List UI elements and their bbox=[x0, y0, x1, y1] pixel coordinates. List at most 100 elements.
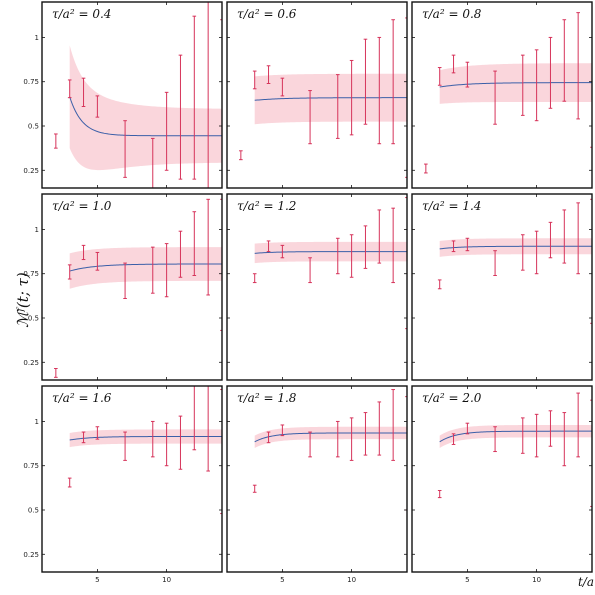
data-point bbox=[207, 2, 209, 188]
y-tick-label: 1 bbox=[35, 34, 39, 42]
data-point bbox=[534, 413, 539, 458]
panel-frame bbox=[226, 1, 408, 189]
data-point bbox=[377, 36, 382, 145]
data-point bbox=[451, 240, 456, 253]
data-point bbox=[164, 91, 169, 171]
fit-curve bbox=[254, 432, 407, 443]
data-point bbox=[123, 431, 127, 461]
data-point bbox=[81, 77, 86, 108]
panel-9: 5 10 τ/a² = 2.0 bbox=[411, 385, 593, 584]
data-point bbox=[465, 237, 470, 252]
y-tick-label: 1 bbox=[35, 226, 39, 234]
data-point bbox=[576, 392, 580, 458]
data-point bbox=[437, 279, 442, 290]
y-tick-label: 0.25 bbox=[23, 359, 39, 367]
panel-title: τ/a² = 0.6 bbox=[237, 7, 297, 21]
data-point bbox=[534, 49, 539, 122]
panel-title: τ/a² = 1.2 bbox=[237, 199, 296, 213]
data-point bbox=[239, 150, 243, 161]
plot-area bbox=[54, 2, 222, 188]
fit-curve bbox=[69, 435, 222, 441]
x-tick-label: 5 bbox=[280, 576, 284, 584]
data-point bbox=[349, 234, 354, 278]
data-point bbox=[562, 19, 567, 102]
y-tick-label: 1 bbox=[35, 418, 39, 426]
data-point bbox=[548, 221, 553, 259]
data-point bbox=[220, 389, 222, 515]
fit-error-band bbox=[254, 73, 407, 125]
data-point bbox=[424, 163, 428, 174]
data-point bbox=[493, 426, 497, 453]
data-point bbox=[192, 386, 197, 451]
data-point bbox=[335, 74, 340, 139]
fit-curve bbox=[254, 97, 407, 101]
fit-error-band bbox=[69, 429, 222, 448]
y-tick-label: 0.5 bbox=[28, 507, 39, 515]
fit-error-band bbox=[69, 45, 222, 171]
data-point bbox=[95, 426, 100, 440]
data-point bbox=[81, 431, 86, 444]
data-point bbox=[562, 412, 567, 467]
fit-curve bbox=[254, 251, 407, 254]
data-point bbox=[150, 246, 155, 294]
data-point bbox=[562, 209, 567, 264]
data-point bbox=[548, 36, 553, 109]
data-point bbox=[437, 67, 442, 86]
panel-title: τ/a² = 0.8 bbox=[422, 7, 482, 21]
data-point bbox=[576, 202, 580, 275]
data-point bbox=[192, 15, 197, 180]
x-tick-label: 10 bbox=[347, 576, 356, 584]
data-point bbox=[95, 251, 100, 271]
data-point bbox=[363, 225, 368, 269]
data-point bbox=[520, 234, 525, 271]
data-point bbox=[178, 415, 183, 470]
y-tick-label: 0.5 bbox=[28, 315, 39, 323]
data-point bbox=[67, 477, 72, 488]
data-point bbox=[424, 577, 428, 584]
panel-frame bbox=[41, 1, 223, 189]
fit-error-band bbox=[439, 424, 592, 448]
panel-title: τ/a² = 2.0 bbox=[422, 391, 482, 405]
data-point bbox=[150, 420, 155, 458]
data-point bbox=[349, 417, 354, 461]
panel-2: τ/a² = 0.6 bbox=[226, 1, 408, 189]
fit-curve bbox=[69, 263, 222, 272]
data-point bbox=[576, 12, 580, 120]
y-tick-label: 0.75 bbox=[23, 78, 39, 86]
data-point bbox=[252, 70, 257, 90]
data-point bbox=[391, 389, 395, 461]
fit-error-band bbox=[439, 238, 592, 257]
data-point bbox=[266, 431, 271, 444]
y-tick-label: 0.25 bbox=[23, 551, 39, 559]
data-point bbox=[451, 54, 456, 74]
data-point bbox=[206, 386, 210, 472]
plot-area bbox=[437, 198, 592, 324]
y-tick-label: 0.75 bbox=[23, 462, 39, 470]
data-point bbox=[363, 38, 368, 125]
data-point bbox=[54, 367, 58, 378]
data-point bbox=[239, 576, 243, 583]
data-point bbox=[54, 576, 58, 583]
fit-error-band bbox=[254, 241, 407, 264]
data-point bbox=[178, 230, 183, 278]
data-point bbox=[123, 262, 127, 300]
data-point bbox=[81, 244, 86, 261]
data-point bbox=[391, 207, 395, 284]
data-point bbox=[280, 424, 285, 437]
data-point bbox=[280, 244, 285, 259]
plot-area bbox=[424, 2, 592, 174]
panel-frame bbox=[226, 385, 408, 573]
data-point bbox=[493, 250, 497, 276]
plot-area bbox=[54, 198, 222, 378]
data-point bbox=[252, 484, 257, 493]
data-point bbox=[123, 120, 127, 178]
data-point bbox=[405, 197, 407, 330]
data-point bbox=[437, 490, 442, 499]
data-point bbox=[150, 137, 155, 188]
panel-frame bbox=[411, 193, 593, 381]
data-point bbox=[405, 17, 407, 178]
data-point bbox=[67, 264, 72, 280]
data-point bbox=[252, 273, 257, 284]
panel-frame bbox=[411, 385, 593, 573]
data-point bbox=[590, 198, 592, 324]
